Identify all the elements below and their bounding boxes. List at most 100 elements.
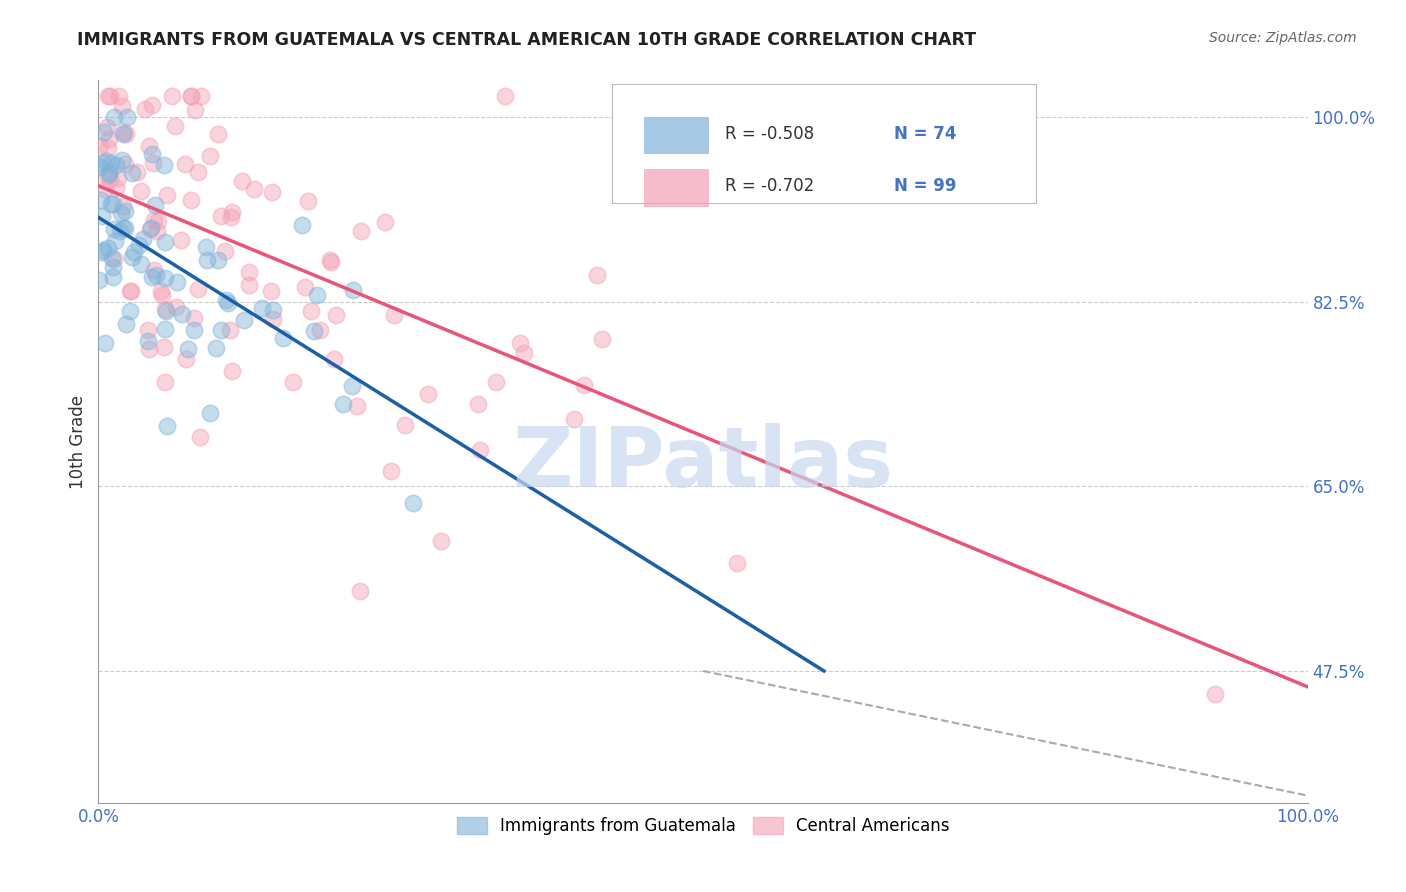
Point (322, 351, 344, 366)
Point (100, 197, 122, 211)
Point (97, 132, 120, 146)
Point (183, 310, 205, 325)
Point (120, 304, 142, 318)
Point (156, 188, 179, 202)
Point (238, 277, 260, 292)
Point (221, 364, 243, 378)
Point (319, 255, 342, 269)
Point (319, 252, 342, 267)
Point (141, 270, 163, 285)
Point (155, 376, 177, 390)
Point (101, 260, 124, 275)
Point (96, 120, 118, 134)
Point (97, 89, 120, 103)
Point (98, 171, 121, 186)
Point (115, 127, 138, 141)
Point (214, 244, 236, 258)
Point (198, 149, 221, 163)
Text: R = -0.508: R = -0.508 (724, 125, 814, 143)
Point (180, 89, 202, 103)
Point (166, 275, 188, 289)
Point (468, 442, 491, 457)
FancyBboxPatch shape (644, 169, 709, 207)
Point (103, 222, 125, 236)
Point (153, 271, 176, 285)
Point (262, 311, 284, 326)
Point (155, 304, 177, 318)
Point (143, 213, 166, 227)
Point (342, 284, 364, 298)
Point (283, 375, 305, 389)
Point (120, 284, 142, 298)
Point (152, 158, 174, 172)
Point (150, 288, 173, 302)
Point (90, 193, 112, 207)
Point (305, 288, 328, 302)
Point (141, 98, 163, 112)
Point (98, 165, 121, 179)
Point (122, 244, 145, 259)
Point (418, 387, 440, 401)
Point (494, 89, 516, 103)
Point (100, 156, 122, 170)
Point (91, 244, 114, 258)
Point (98, 89, 121, 103)
Point (340, 379, 363, 393)
Point (129, 257, 152, 271)
Point (114, 204, 136, 219)
Point (128, 238, 150, 252)
Point (114, 157, 136, 171)
Point (103, 270, 125, 285)
Point (143, 198, 166, 212)
Point (143, 262, 166, 277)
Point (165, 119, 187, 133)
Point (138, 343, 160, 357)
Point (165, 301, 187, 315)
Point (380, 464, 402, 478)
Point (585, 268, 607, 283)
Point (97, 141, 120, 155)
Legend: Immigrants from Guatemala, Central Americans: Immigrants from Guatemala, Central Ameri… (450, 810, 956, 841)
Point (101, 251, 124, 265)
Point (170, 307, 193, 321)
Point (187, 283, 209, 297)
Point (153, 322, 176, 336)
Point (146, 224, 169, 238)
Point (139, 220, 162, 235)
Point (262, 186, 284, 200)
Point (233, 313, 256, 327)
Point (195, 252, 218, 267)
Point (467, 396, 489, 410)
Text: ZIPatlas: ZIPatlas (513, 423, 893, 504)
Point (152, 340, 174, 354)
Point (273, 331, 295, 345)
Point (107, 171, 129, 186)
Point (194, 240, 217, 254)
Point (90, 209, 112, 223)
Point (299, 304, 322, 318)
Point (111, 153, 134, 167)
Point (509, 336, 531, 351)
Point (725, 556, 748, 570)
Point (382, 308, 405, 322)
Point (215, 293, 238, 307)
Text: N = 74: N = 74 (894, 125, 956, 143)
Point (429, 534, 451, 549)
Point (1204, 687, 1226, 701)
Point (96, 169, 118, 183)
Point (115, 110, 138, 124)
Point (121, 250, 143, 264)
Point (103, 252, 125, 267)
Point (180, 89, 202, 103)
Point (138, 139, 160, 153)
Point (141, 146, 163, 161)
Point (101, 196, 124, 211)
Point (209, 323, 232, 337)
Point (262, 302, 284, 317)
Point (93, 182, 115, 196)
Point (183, 323, 205, 337)
Point (170, 233, 193, 247)
Point (108, 224, 131, 238)
Point (238, 265, 260, 279)
Point (131, 232, 153, 246)
